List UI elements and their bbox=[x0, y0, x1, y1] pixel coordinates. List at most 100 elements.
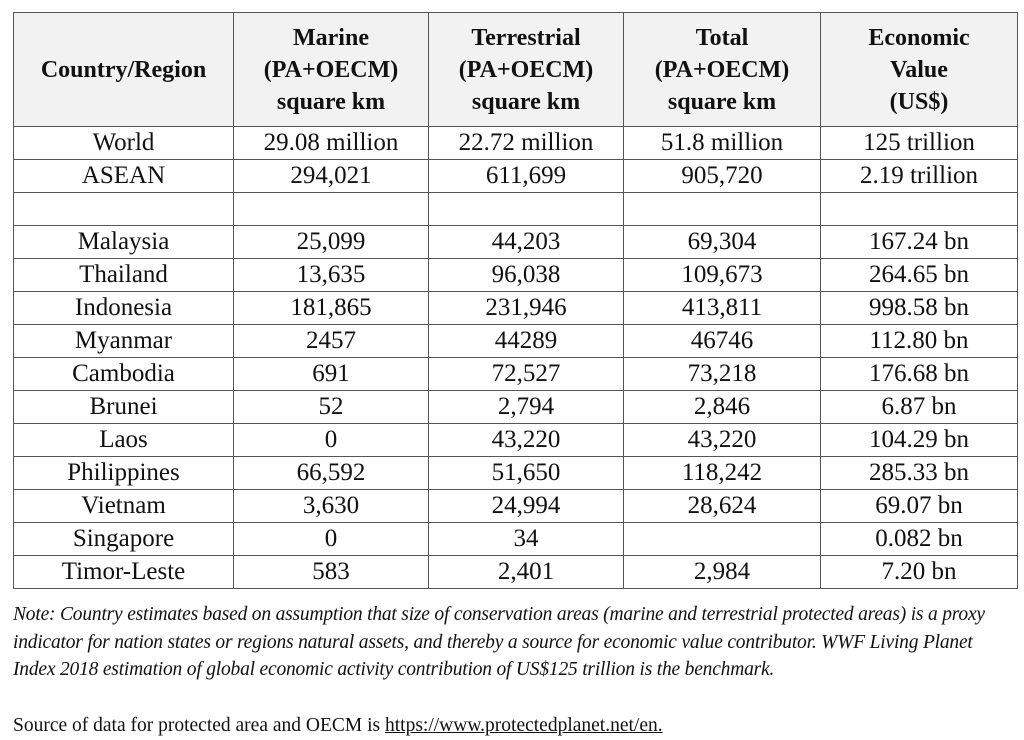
value-cell: 73,218 bbox=[623, 357, 821, 391]
column-header-line: (PA+OECM) bbox=[458, 56, 594, 83]
value-cell: 176.68 bn bbox=[820, 357, 1018, 391]
country-cell: Brunei bbox=[13, 390, 234, 424]
country-cell: Myanmar bbox=[13, 324, 234, 358]
header-row: Country/Region Marine (PA+OECM) square km Te… bbox=[13, 12, 1018, 127]
value-cell: 2,984 bbox=[623, 555, 821, 589]
value-cell bbox=[820, 192, 1018, 226]
source-text: Source of data for protected area and OE… bbox=[13, 715, 385, 736]
value-cell: 7.20 bn bbox=[820, 555, 1018, 589]
value-cell: 6.87 bn bbox=[820, 390, 1018, 424]
value-cell: 611,699 bbox=[428, 159, 624, 193]
table-row: Cambodia 691 72,527 73,218 176.68 bn bbox=[13, 357, 1018, 391]
column-header-line: (PA+OECM) bbox=[263, 56, 399, 83]
value-cell: 13,635 bbox=[233, 258, 429, 292]
table-row: Singapore 0 34 0.082 bn bbox=[13, 522, 1018, 556]
value-cell: 413,811 bbox=[623, 291, 821, 325]
country-cell: Philippines bbox=[13, 456, 234, 490]
value-cell: 25,099 bbox=[233, 225, 429, 259]
value-cell: 51,650 bbox=[428, 456, 624, 490]
value-cell: 69,304 bbox=[623, 225, 821, 259]
value-cell: 43,220 bbox=[428, 423, 624, 457]
source-line: Source of data for protected area and OE… bbox=[13, 714, 663, 738]
country-cell: Laos bbox=[13, 423, 234, 457]
column-header-line: Value bbox=[890, 56, 948, 83]
column-header: Total (PA+OECM) square km bbox=[623, 12, 821, 127]
country-cell: Thailand bbox=[13, 258, 234, 292]
value-cell: 46746 bbox=[623, 324, 821, 358]
value-cell: 583 bbox=[233, 555, 429, 589]
column-header-line: Country/Region bbox=[40, 56, 207, 83]
value-cell: 2,401 bbox=[428, 555, 624, 589]
table-row: Brunei 52 2,794 2,846 6.87 bn bbox=[13, 390, 1018, 424]
value-cell: 34 bbox=[428, 522, 624, 556]
value-cell: 109,673 bbox=[623, 258, 821, 292]
column-header: Terrestrial (PA+OECM) square km bbox=[428, 12, 624, 127]
value-cell: 2.19 trillion bbox=[820, 159, 1018, 193]
value-cell: 2,794 bbox=[428, 390, 624, 424]
value-cell: 0 bbox=[233, 522, 429, 556]
country-cell: Vietnam bbox=[13, 489, 234, 523]
value-cell: 285.33 bn bbox=[820, 456, 1018, 490]
value-cell: 294,021 bbox=[233, 159, 429, 193]
country-cell: Malaysia bbox=[13, 225, 234, 259]
value-cell: 264.65 bn bbox=[820, 258, 1018, 292]
value-cell: 51.8 million bbox=[623, 126, 821, 160]
value-cell: 112.80 bn bbox=[820, 324, 1018, 358]
value-cell: 52 bbox=[233, 390, 429, 424]
table-row: Vietnam 3,630 24,994 28,624 69.07 bn bbox=[13, 489, 1018, 523]
value-cell: 29.08 million bbox=[233, 126, 429, 160]
value-cell bbox=[428, 192, 624, 226]
country-cell: ASEAN bbox=[13, 159, 234, 193]
table-row: Malaysia 25,099 44,203 69,304 167.24 bn bbox=[13, 225, 1018, 259]
column-header: Marine (PA+OECM) square km bbox=[233, 12, 429, 127]
value-cell: 24,994 bbox=[428, 489, 624, 523]
column-header: Country/Region bbox=[13, 12, 234, 127]
value-cell: 96,038 bbox=[428, 258, 624, 292]
country-cell: Timor-Leste bbox=[13, 555, 234, 589]
value-cell bbox=[623, 192, 821, 226]
value-cell: 44289 bbox=[428, 324, 624, 358]
column-header-line: square km bbox=[471, 88, 581, 115]
column-header-line: (US$) bbox=[889, 88, 949, 115]
column-header-line: square km bbox=[667, 88, 777, 115]
protected-areas-table: Country/Region Marine (PA+OECM) square km Te… bbox=[13, 12, 1018, 589]
value-cell: 0.082 bn bbox=[820, 522, 1018, 556]
value-cell: 66,592 bbox=[233, 456, 429, 490]
table-row: Philippines 66,592 51,650 118,242 285.33 bn bbox=[13, 456, 1018, 490]
column-header-line: square km bbox=[276, 88, 386, 115]
value-cell: 44,203 bbox=[428, 225, 624, 259]
country-cell: Singapore bbox=[13, 522, 234, 556]
table-row bbox=[13, 192, 1018, 226]
value-cell: 69.07 bn bbox=[820, 489, 1018, 523]
value-cell: 691 bbox=[233, 357, 429, 391]
value-cell: 43,220 bbox=[623, 423, 821, 457]
table-row: Indonesia 181,865 231,946 413,811 998.58 bn bbox=[13, 291, 1018, 325]
column-header-line: (PA+OECM) bbox=[654, 56, 790, 83]
value-cell: 905,720 bbox=[623, 159, 821, 193]
value-cell: 125 trillion bbox=[820, 126, 1018, 160]
table-row: Thailand 13,635 96,038 109,673 264.65 bn bbox=[13, 258, 1018, 292]
table-row: Myanmar 2457 44289 46746 112.80 bn bbox=[13, 324, 1018, 358]
column-header-line: Economic bbox=[868, 24, 970, 51]
value-cell: 3,630 bbox=[233, 489, 429, 523]
value-cell: 0 bbox=[233, 423, 429, 457]
value-cell bbox=[623, 522, 821, 556]
value-cell bbox=[233, 192, 429, 226]
value-cell: 22.72 million bbox=[428, 126, 624, 160]
value-cell: 998.58 bn bbox=[820, 291, 1018, 325]
table-row: Timor-Leste 583 2,401 2,984 7.20 bn bbox=[13, 555, 1018, 589]
column-header-line: Terrestrial bbox=[471, 24, 581, 51]
table-row: World 29.08 million 22.72 million 51.8 mill… bbox=[13, 126, 1018, 160]
country-cell bbox=[13, 192, 234, 226]
source-link[interactable]: https://www.protectedplanet.net/en. bbox=[385, 715, 663, 736]
value-cell: 2,846 bbox=[623, 390, 821, 424]
column-header: Economic Value (US$) bbox=[820, 12, 1018, 127]
column-header-line: Marine bbox=[293, 24, 369, 51]
country-cell: World bbox=[13, 126, 234, 160]
value-cell: 167.24 bn bbox=[820, 225, 1018, 259]
value-cell: 231,946 bbox=[428, 291, 624, 325]
column-header-line: Total bbox=[695, 24, 749, 51]
value-cell: 181,865 bbox=[233, 291, 429, 325]
value-cell: 28,624 bbox=[623, 489, 821, 523]
value-cell: 118,242 bbox=[623, 456, 821, 490]
